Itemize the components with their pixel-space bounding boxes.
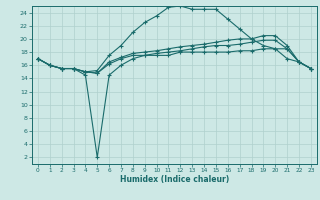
X-axis label: Humidex (Indice chaleur): Humidex (Indice chaleur) xyxy=(120,175,229,184)
